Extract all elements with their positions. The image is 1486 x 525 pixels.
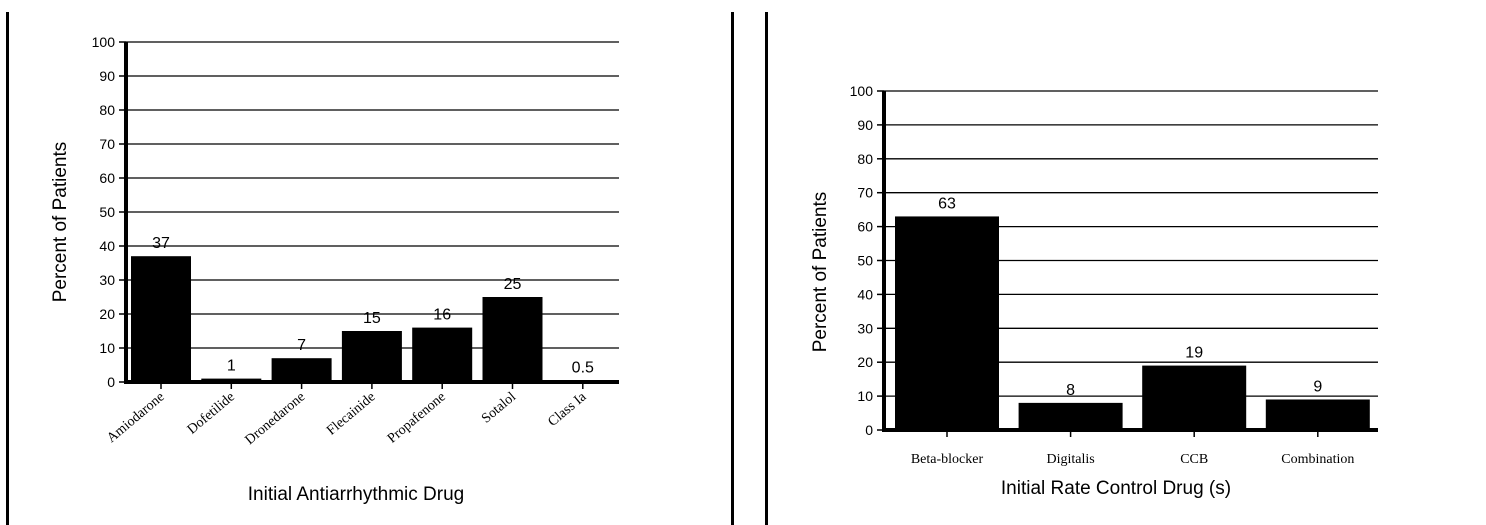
chart-1: 0 10 20 30 40 50 60 70 80 90 100 37 Amiodarone 1 Dofet… bbox=[50, 34, 619, 505]
y-tick-label: 20 bbox=[857, 354, 873, 370]
y-tick-label: 80 bbox=[857, 151, 873, 167]
center-divider-right bbox=[765, 12, 768, 525]
y-tick-label: 50 bbox=[857, 253, 873, 269]
y-tick-label: 0 bbox=[865, 422, 873, 438]
y-tick-label: 0 bbox=[107, 374, 115, 390]
bar bbox=[341, 331, 402, 382]
x-category-label: Flecainide bbox=[324, 390, 378, 439]
x-category-label: Dronedarone bbox=[243, 390, 309, 448]
data-label: 1 bbox=[227, 358, 236, 375]
bar bbox=[412, 327, 473, 382]
y-tick-label: 40 bbox=[99, 238, 115, 254]
y-tick-label: 70 bbox=[857, 185, 873, 201]
data-label: 19 bbox=[1185, 345, 1203, 362]
y-tick-label: 40 bbox=[857, 286, 873, 302]
x-category-label: Propafenone bbox=[385, 390, 449, 447]
y-tick-label: 10 bbox=[857, 388, 873, 404]
x-category-label: Combination bbox=[1281, 452, 1354, 467]
bar bbox=[201, 378, 262, 382]
x-category-label: Dofetilide bbox=[185, 390, 238, 438]
data-label: 25 bbox=[504, 276, 522, 293]
y-tick-label: 60 bbox=[99, 170, 115, 186]
y-tick-label: 90 bbox=[857, 117, 873, 133]
y-tick-label: 100 bbox=[850, 83, 874, 99]
y-axis-title: Percent of Patients bbox=[50, 142, 71, 303]
bar bbox=[482, 297, 543, 382]
data-label: 9 bbox=[1313, 378, 1322, 395]
center-divider-left bbox=[731, 12, 734, 525]
data-label: 15 bbox=[363, 310, 381, 327]
y-tick-label: 80 bbox=[99, 102, 115, 118]
x-category-label: CCB bbox=[1180, 452, 1208, 467]
y-tick-label: 20 bbox=[99, 306, 115, 322]
bar bbox=[1018, 402, 1123, 430]
y-tick-label: 50 bbox=[99, 204, 115, 220]
data-label: 0.5 bbox=[572, 359, 594, 376]
x-axis-title: Initial Antiarrhythmic Drug bbox=[248, 484, 464, 505]
data-label: 37 bbox=[152, 235, 170, 252]
bar bbox=[552, 380, 613, 382]
y-tick-label: 90 bbox=[99, 68, 115, 84]
x-category-label: Amiodarone bbox=[104, 390, 167, 446]
y-tick-label: 10 bbox=[99, 340, 115, 356]
bar bbox=[1265, 399, 1370, 430]
left-panel-border bbox=[6, 12, 9, 525]
bar bbox=[895, 216, 999, 430]
data-label: 63 bbox=[938, 195, 956, 212]
y-tick-label: 30 bbox=[99, 272, 115, 288]
bar bbox=[1142, 365, 1247, 430]
y-tick-label: 30 bbox=[857, 320, 873, 336]
x-category-label: Class Ia bbox=[545, 389, 589, 430]
y-tick-label: 60 bbox=[857, 219, 873, 235]
data-label: 8 bbox=[1066, 382, 1075, 399]
x-axis-title: Initial Rate Control Drug (s) bbox=[1001, 478, 1231, 499]
bar bbox=[271, 358, 332, 382]
data-label: 7 bbox=[297, 337, 306, 354]
y-tick-label: 100 bbox=[92, 34, 116, 50]
x-category-label: Beta-blocker bbox=[911, 452, 984, 467]
data-label: 16 bbox=[433, 307, 451, 324]
chart-2: 0 10 20 30 40 50 60 70 80 90 100 63 Beta-blocker 8 Dig… bbox=[810, 83, 1378, 499]
y-axis-title: Percent of Patients bbox=[810, 192, 831, 353]
bar bbox=[131, 256, 191, 382]
y-tick-label: 70 bbox=[99, 136, 115, 152]
x-category-label: Digitalis bbox=[1046, 452, 1094, 467]
x-category-label: Sotalol bbox=[479, 390, 519, 427]
